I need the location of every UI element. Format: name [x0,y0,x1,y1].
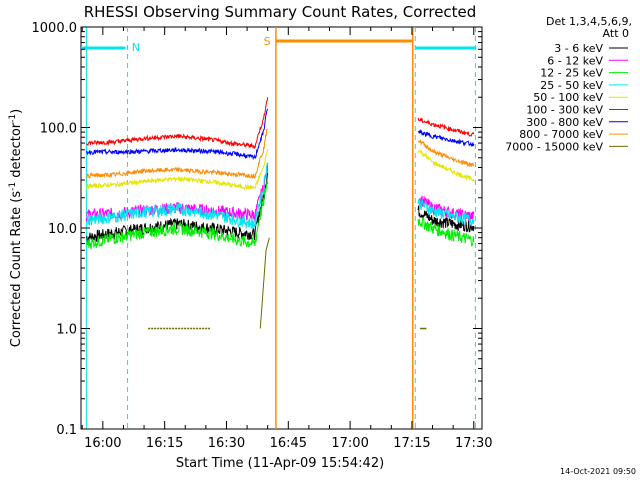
legend-entry-label: 6 - 12 keV [547,54,603,67]
x-tick-label: 17:00 [331,436,368,451]
y-axis-label: Corrected Count Rate (s-1 detector-1) [8,109,24,347]
legend-entry-label: 800 - 7000 keV [519,128,603,141]
series-line-100-300-kev [85,97,269,150]
timestamp: 14-Oct-2021 09:50 [560,467,636,476]
series-line-12-25-kev-after [417,217,475,247]
legend-entry-label: 300 - 800 keV [526,116,603,129]
y-axis-ticks: 0.1 1.0 10.0 100.0 1000.0 [32,21,482,438]
legend-header-line2: Att 0 [603,27,629,40]
series-line-800-7000-kev [86,128,269,180]
series-line-100-300-kev-after [417,117,475,137]
y-axis-label-sup1: -1 [8,182,18,191]
series-line-300-800-kev [85,108,269,161]
series-line-25-50-kev-after [417,198,475,228]
series-line-6-12-kev [85,162,269,222]
legend-entry-label: 50 - 100 keV [533,91,603,104]
x-axis-ticks: 16:00 16:15 16:30 16:45 17:00 17:15 17:30 [81,27,492,451]
series-line-3-6-kev-after [417,205,475,233]
series-line-3-6-kev [85,172,269,243]
series-line-12-25-kev [85,180,269,250]
series-line-50-100-kev [86,148,269,190]
y-axis-label-end: ) [9,109,24,114]
y-tick-label: 1.0 [56,323,77,338]
x-tick-label: 16:15 [146,436,183,451]
y-tick-label: 10.0 [48,222,77,237]
chart-title: RHESSI Observing Summary Count Rates, Co… [84,3,477,21]
legend-entry-label: 100 - 300 keV [526,104,603,117]
series-lines [85,97,475,330]
legend-header-line1: Det 1,3,4,5,6,9, [546,15,632,28]
y-tick-label: 1000.0 [32,21,78,36]
series-line-25-50-kev [85,163,269,230]
y-tick-label: 100.0 [40,122,77,137]
legend-entry-label: 3 - 6 keV [554,42,603,55]
legend-entry-label: 12 - 25 keV [540,67,603,80]
series-line-50-100-kev-after [417,149,475,182]
y-axis-label-mid: detector [9,122,24,182]
legend-entry-label: 7000 - 15000 keV [505,140,603,153]
x-tick-label: 17:30 [455,436,492,451]
legend-entry-label: 25 - 50 keV [540,79,603,92]
night-marker-label: N [132,41,140,54]
y-axis-label-sup2: -1 [8,114,18,123]
series-line-300-800-kev-after [418,128,475,148]
y-axis-label-main: Corrected Count Rate (s [9,191,24,348]
series-line-7000-15000-kev-rise [259,237,270,329]
saa-marker-label: S [264,35,271,48]
x-tick-label: 16:30 [208,436,245,451]
x-tick-label: 16:45 [270,436,307,451]
x-axis-label: Start Time (11-Apr-09 15:54:42) [176,456,384,471]
y-tick-label: 0.1 [56,423,77,438]
x-tick-label: 16:00 [84,436,121,451]
series-line-800-7000-kev-after [417,139,475,168]
x-tick-label: 17:15 [393,436,430,451]
data-gaps [85,27,476,429]
